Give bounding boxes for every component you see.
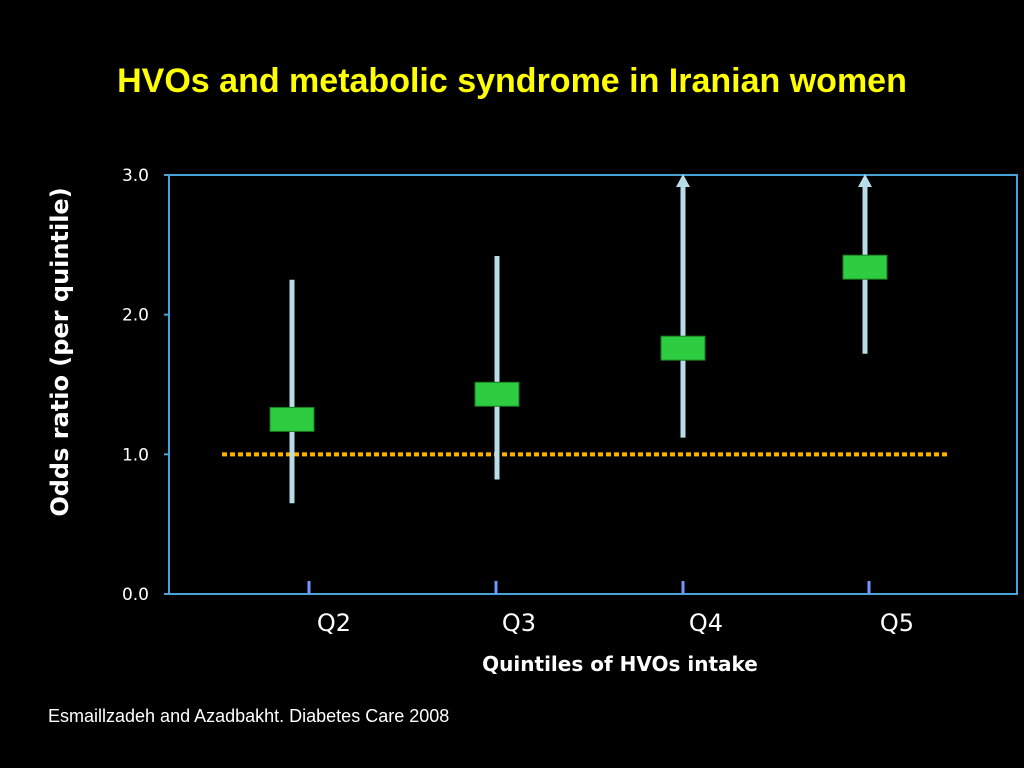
y-tick-label: 0.0: [122, 585, 149, 605]
y-tick-label: 1.0: [122, 445, 149, 465]
y-tick-label: 3.0: [122, 166, 149, 186]
plot-frame: [168, 174, 1018, 595]
slide-title: HVOs and metabolic syndrome in Iranian w…: [117, 62, 907, 100]
x-category-label: Q2: [317, 609, 351, 637]
y-tick-label: 2.0: [122, 306, 149, 326]
x-category-label: Q5: [880, 609, 914, 637]
odds-ratio-marker: [660, 335, 706, 361]
x-axis-title: Quintiles of HVOs intake: [482, 652, 758, 676]
odds-ratio-marker: [269, 406, 315, 432]
y-axis-title: Odds ratio (per quintile): [46, 187, 74, 516]
odds-ratio-marker: [474, 381, 520, 407]
error-bar-arrow: [858, 174, 872, 187]
odds-ratio-marker: [842, 254, 888, 280]
x-category-label: Q4: [689, 609, 723, 637]
error-bar-arrow: [676, 174, 690, 187]
x-category-label: Q3: [502, 609, 536, 637]
citation: Esmaillzadeh and Azadbakht. Diabetes Car…: [48, 706, 450, 726]
